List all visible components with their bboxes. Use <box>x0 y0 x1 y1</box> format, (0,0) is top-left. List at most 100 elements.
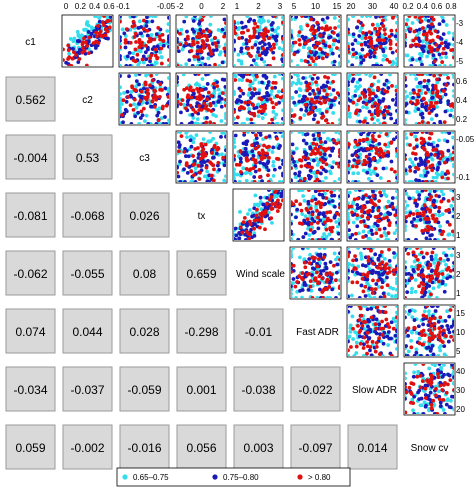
scatter-point <box>447 31 451 35</box>
scatter-point <box>338 16 340 18</box>
scatter-point <box>433 86 438 91</box>
scatter-point <box>195 40 200 45</box>
scatter-point <box>213 41 218 46</box>
scatter-point <box>440 60 445 64</box>
scatter-point <box>452 369 454 374</box>
scatter-point <box>148 33 153 38</box>
scatter-point <box>385 334 390 339</box>
scatter-point <box>442 64 447 66</box>
scatter-point <box>146 91 150 96</box>
scatter-point <box>435 48 440 52</box>
scatter-point <box>378 176 383 180</box>
scatter-point <box>267 190 271 192</box>
scatter-point <box>337 24 340 29</box>
scatter-point <box>425 46 430 51</box>
scatter-point <box>331 42 336 47</box>
scatter-point <box>177 83 179 88</box>
scatter-point <box>211 178 216 182</box>
scatter-point <box>189 120 194 124</box>
scatter-point <box>431 398 436 403</box>
scatter-point <box>208 103 213 108</box>
scatter-point <box>311 106 316 110</box>
scatter-point <box>413 364 418 366</box>
scatter-point <box>428 262 433 267</box>
scatter-point <box>440 150 445 155</box>
scatter-point <box>452 172 454 177</box>
scatter-point <box>412 370 417 375</box>
scatter-point <box>436 261 441 266</box>
scatter-point <box>261 109 266 113</box>
scatter-point <box>451 135 454 140</box>
scatter-point <box>332 263 336 268</box>
scatter-point <box>427 312 431 317</box>
scatter-point <box>365 160 369 165</box>
scatter-point <box>431 175 436 180</box>
scatter-point <box>210 151 214 155</box>
scatter-point <box>338 292 340 296</box>
scatter-point <box>281 198 283 203</box>
scatter-point <box>395 315 397 320</box>
scatter-point <box>360 214 365 218</box>
scatter-point <box>351 258 355 263</box>
scatter-point <box>328 153 333 158</box>
scatter-point <box>293 40 298 45</box>
scatter-point <box>352 145 357 150</box>
scatter-point <box>425 306 429 308</box>
scatter-point <box>323 191 327 196</box>
scatter-point <box>303 59 308 63</box>
scatter-point <box>440 153 445 158</box>
scatter-point <box>355 224 360 229</box>
scatter-point <box>415 101 420 106</box>
scatter-point <box>243 232 248 237</box>
scatter-point <box>238 225 243 230</box>
scatter-point <box>131 19 136 24</box>
scatter-point <box>319 140 323 144</box>
scatter-point <box>352 267 357 271</box>
scatter-point <box>432 74 437 78</box>
scatter-point <box>410 315 415 320</box>
scatter-point <box>193 110 198 114</box>
scatter-point <box>325 52 330 57</box>
scatter-point <box>220 152 224 157</box>
scatter-point <box>395 328 397 333</box>
scatter-point <box>405 376 407 381</box>
scatter-point <box>448 405 453 410</box>
scatter-point <box>395 28 397 33</box>
scatter-point <box>79 33 84 38</box>
scatter-point <box>177 149 181 154</box>
scatter-point <box>291 83 293 88</box>
scatter-point <box>349 293 354 298</box>
scatter-point <box>395 20 397 25</box>
scatter-point <box>321 211 326 215</box>
scatter-point <box>270 117 275 122</box>
scatter-point <box>443 333 448 338</box>
scatter-point <box>280 122 283 124</box>
correlation-cell <box>119 250 170 296</box>
scatter-point <box>444 253 449 258</box>
scatter-point <box>357 74 362 76</box>
scatter-point <box>303 265 308 270</box>
scatter-point <box>438 121 443 124</box>
scatter-point <box>382 256 387 261</box>
scatter-point <box>393 319 397 324</box>
scatter-point <box>438 383 443 388</box>
scatter-point <box>238 94 242 99</box>
scatter-point <box>418 80 423 85</box>
scatter-point <box>348 97 350 101</box>
scatter-point <box>359 132 363 137</box>
correlation-cell <box>5 366 56 412</box>
scatter-point <box>197 177 202 181</box>
scatter-point <box>271 160 276 164</box>
scatter-point <box>351 326 355 331</box>
scatter-point <box>237 36 242 41</box>
scatter-point <box>216 40 220 45</box>
scatter-point <box>389 159 394 164</box>
scatter-point <box>67 51 72 56</box>
scatter-point <box>310 266 315 271</box>
scatter-point <box>353 93 358 98</box>
scatter-point <box>317 107 322 112</box>
scatter-point <box>415 84 420 89</box>
scatter-point <box>156 25 161 30</box>
scatter-point <box>294 146 299 151</box>
scatter-point <box>234 154 236 158</box>
